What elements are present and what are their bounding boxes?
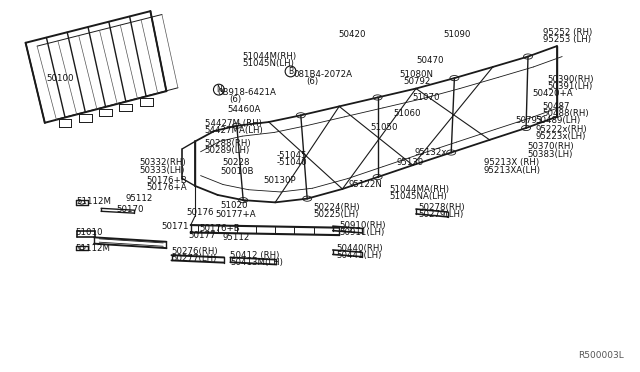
Text: 50793: 50793 — [516, 116, 543, 125]
Text: 50279(LH): 50279(LH) — [419, 210, 464, 219]
Text: 95252 (RH): 95252 (RH) — [543, 28, 592, 37]
Text: 95122N: 95122N — [348, 180, 382, 189]
Text: 95112: 95112 — [125, 194, 153, 203]
Text: R500003L: R500003L — [579, 351, 624, 360]
Text: 51045N(LH): 51045N(LH) — [242, 59, 294, 68]
Text: 50010B: 50010B — [220, 167, 253, 176]
Text: 51090: 51090 — [444, 31, 471, 39]
Text: 50228: 50228 — [223, 158, 250, 167]
Text: (6): (6) — [306, 77, 318, 86]
Text: 50391(LH): 50391(LH) — [548, 82, 593, 91]
Text: 50470: 50470 — [416, 56, 444, 65]
Text: 51060: 51060 — [393, 109, 420, 118]
Text: 50176: 50176 — [187, 208, 214, 217]
Text: 50390(RH): 50390(RH) — [548, 75, 595, 84]
Text: 54427MA(LH): 54427MA(LH) — [205, 126, 264, 135]
Text: B: B — [288, 67, 293, 76]
Text: (6): (6) — [229, 95, 241, 104]
Text: 51070: 51070 — [413, 93, 440, 102]
Text: 95222x(RH): 95222x(RH) — [535, 125, 587, 134]
Text: 51010: 51010 — [76, 228, 103, 237]
Text: 50332(RH): 50332(RH) — [140, 158, 186, 167]
Text: 50489(LH): 50489(LH) — [535, 116, 580, 125]
Text: 95253 (LH): 95253 (LH) — [543, 35, 591, 44]
Text: 50130P: 50130P — [264, 176, 296, 185]
Text: 50224(RH): 50224(RH) — [314, 203, 360, 212]
Text: 95213X (RH): 95213X (RH) — [484, 158, 539, 167]
Text: 51020: 51020 — [220, 201, 248, 210]
Text: 50176+A: 50176+A — [146, 183, 186, 192]
Text: 50413M(LH): 50413M(LH) — [230, 258, 284, 267]
Text: 95213XA(LH): 95213XA(LH) — [484, 166, 541, 174]
Text: 50383(LH): 50383(LH) — [527, 150, 573, 158]
Text: 50441(LH): 50441(LH) — [337, 251, 382, 260]
Text: 51045NA(LH): 51045NA(LH) — [389, 192, 447, 201]
Text: 50277(LH): 50277(LH) — [172, 254, 217, 263]
Text: 50412 (RH): 50412 (RH) — [230, 251, 280, 260]
Text: 51080N: 51080N — [399, 70, 433, 79]
Text: 50100: 50100 — [46, 74, 74, 83]
Text: -51045: -51045 — [276, 151, 307, 160]
Text: 95223x(LH): 95223x(LH) — [535, 132, 586, 141]
Text: 50370(RH): 50370(RH) — [527, 142, 574, 151]
Text: 51044M(RH): 51044M(RH) — [242, 52, 296, 61]
Text: 50420: 50420 — [338, 31, 365, 39]
Text: 95132x: 95132x — [415, 148, 447, 157]
Text: 50177: 50177 — [188, 231, 216, 240]
Text: 50488(RH): 50488(RH) — [543, 109, 589, 118]
Text: 50288(RH): 50288(RH) — [205, 139, 252, 148]
Text: 51112M: 51112M — [76, 244, 111, 253]
Text: -51040: -51040 — [276, 158, 307, 167]
Text: 50171: 50171 — [161, 222, 189, 231]
Text: 50176+B: 50176+B — [146, 176, 187, 185]
Text: 54460A: 54460A — [227, 105, 260, 114]
Text: 50792: 50792 — [403, 77, 431, 86]
Text: 50910(RH): 50910(RH) — [339, 221, 386, 230]
Text: 95112: 95112 — [223, 233, 250, 242]
Text: 51112M: 51112M — [77, 198, 112, 206]
Text: 54427M (RH): 54427M (RH) — [205, 119, 262, 128]
Text: 50225(LH): 50225(LH) — [314, 210, 359, 219]
Text: 50278(RH): 50278(RH) — [419, 203, 465, 212]
Text: 50276(RH): 50276(RH) — [172, 247, 218, 256]
Text: 50440(RH): 50440(RH) — [337, 244, 383, 253]
Text: N: N — [216, 85, 221, 94]
Text: 50177+A: 50177+A — [215, 210, 255, 219]
Text: 50420+A: 50420+A — [532, 89, 573, 98]
Text: 50487: 50487 — [543, 102, 570, 111]
Text: 081B4-2072A: 081B4-2072A — [293, 70, 352, 79]
Text: 50289(LH): 50289(LH) — [205, 146, 250, 155]
Text: 0B918-6421A: 0B918-6421A — [218, 88, 276, 97]
Text: 95139: 95139 — [397, 158, 424, 167]
Text: 50176+B: 50176+B — [200, 224, 241, 233]
Text: 50911(LH): 50911(LH) — [339, 228, 385, 237]
Text: 51050: 51050 — [370, 123, 397, 132]
Text: 51044MA(RH): 51044MA(RH) — [389, 185, 449, 194]
Text: 50333(LH): 50333(LH) — [140, 166, 185, 174]
Text: 50170: 50170 — [116, 205, 144, 214]
